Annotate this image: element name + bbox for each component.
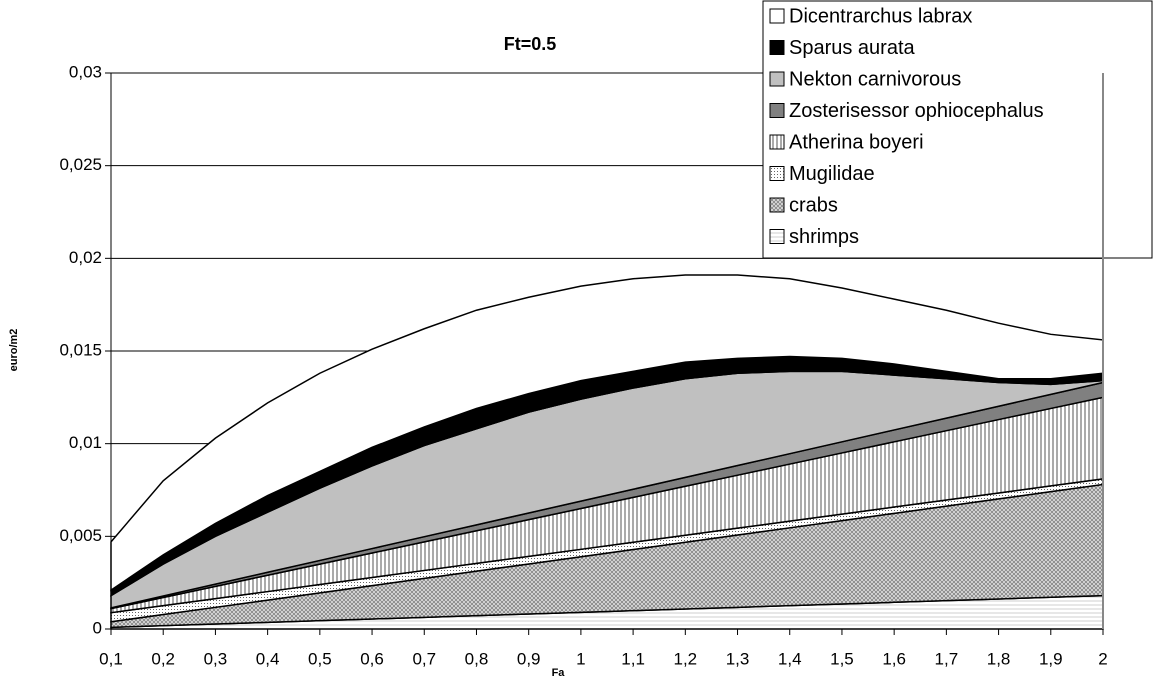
x-tick-label: 1,2 xyxy=(673,649,697,668)
x-axis-label: Fa xyxy=(552,667,566,679)
x-tick-label: 0,1 xyxy=(99,649,123,668)
x-tick-label: 1,3 xyxy=(726,649,750,668)
legend-swatch xyxy=(769,197,785,213)
x-tick-label: 0,5 xyxy=(308,649,332,668)
chart-title: Ft=0.5 xyxy=(504,34,557,54)
x-tick-label: 1,9 xyxy=(1039,649,1063,668)
y-tick-label: 0,015 xyxy=(59,340,102,359)
legend-label: Dicentrarchus labrax xyxy=(789,5,972,27)
legend-swatch xyxy=(769,229,785,244)
plot-area xyxy=(110,72,1104,630)
x-tick-label: 0,8 xyxy=(465,649,489,668)
legend-swatch xyxy=(769,8,785,24)
y-tick-label: 0 xyxy=(93,618,102,637)
y-tick-label: 0,03 xyxy=(69,62,102,81)
x-tick-label: 1,6 xyxy=(882,649,906,668)
x-tick-label: 0,2 xyxy=(151,649,175,668)
y-axis-label: euro/m2 xyxy=(8,329,20,372)
x-tick-label: 0,3 xyxy=(204,649,228,668)
legend-box xyxy=(762,0,1153,259)
y-tick-label: 0,02 xyxy=(69,248,102,267)
legend-swatch xyxy=(769,134,785,150)
y-tick-label: 0,005 xyxy=(59,526,102,545)
legend-swatch xyxy=(769,103,785,118)
x-tick-label: 0,4 xyxy=(256,649,280,668)
y-tick-label: 0,025 xyxy=(59,155,102,174)
x-tick-label: 2 xyxy=(1098,649,1107,668)
legend-swatch xyxy=(769,166,785,181)
x-tick-label: 0,7 xyxy=(412,649,436,668)
legend-label: Sparus aurata xyxy=(789,37,916,59)
legend-label: Mugilidae xyxy=(789,163,875,185)
legend: Dicentrarchus labrax Sparus aurata Nekton … xyxy=(762,0,1153,259)
legend-label: shrimps xyxy=(789,226,859,248)
x-tick-label: 1 xyxy=(576,649,585,668)
x-tick-label: 1,7 xyxy=(935,649,959,668)
x-tick-label: 1,4 xyxy=(778,649,802,668)
legend-label: Nekton carnivorous xyxy=(789,68,961,90)
x-tick-label: 1,8 xyxy=(987,649,1011,668)
legend-label: crabs xyxy=(789,194,838,216)
legend-swatch xyxy=(769,71,785,87)
x-tick-label: 0,6 xyxy=(360,649,384,668)
x-tick-label: 0,9 xyxy=(517,649,541,668)
x-tick-label: 1,5 xyxy=(830,649,854,668)
x-tick-label: 1,1 xyxy=(621,649,645,668)
legend-label: Atherina boyeri xyxy=(789,131,924,153)
legend-swatch xyxy=(769,40,785,55)
legend-label: Zosterisessor ophiocephalus xyxy=(789,100,1044,122)
y-tick-label: 0,01 xyxy=(69,433,102,452)
